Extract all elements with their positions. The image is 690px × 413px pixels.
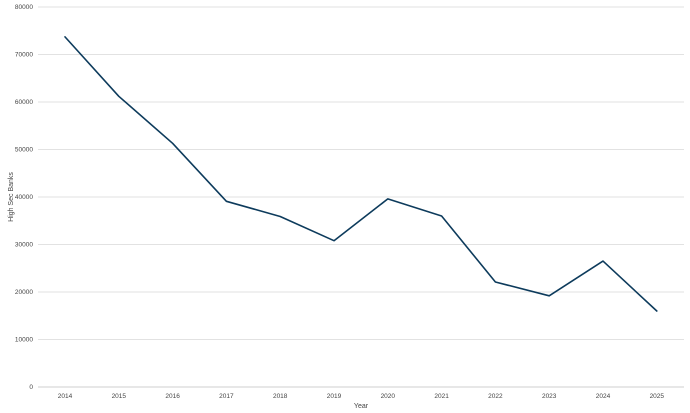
y-tick-label: 10000 bbox=[15, 337, 33, 344]
y-tick-label: 70000 bbox=[15, 52, 33, 59]
x-tick-label: 2022 bbox=[488, 393, 503, 400]
data-point bbox=[601, 259, 605, 263]
x-tick-label: 2021 bbox=[434, 393, 449, 400]
y-tick-label: 0 bbox=[29, 384, 33, 391]
data-point bbox=[547, 294, 551, 298]
x-tick-label: 2017 bbox=[219, 393, 234, 400]
x-tick-label: 2015 bbox=[112, 393, 127, 400]
y-tick-label: 60000 bbox=[15, 99, 33, 106]
x-tick-label: 2024 bbox=[596, 393, 611, 400]
series-line bbox=[64, 36, 658, 312]
data-point bbox=[278, 214, 282, 218]
y-tick-label: 30000 bbox=[15, 242, 33, 249]
series-group bbox=[63, 35, 659, 313]
y-axis-label: High Sec Banks bbox=[8, 172, 15, 222]
data-point bbox=[655, 309, 659, 313]
x-tick-label: 2023 bbox=[542, 393, 557, 400]
data-point bbox=[493, 280, 497, 284]
y-tick-label: 20000 bbox=[15, 289, 33, 296]
y-axis-ticks: 0 10000 20000 30000 40000 50000 60000 70000 8000… bbox=[15, 4, 33, 391]
data-point bbox=[171, 141, 175, 145]
x-axis-ticks: 2014 2015 2016 2017 2018 2019 2020 2021 2022 2023… bbox=[58, 393, 665, 400]
data-point bbox=[386, 197, 390, 201]
x-tick-label: 2019 bbox=[327, 393, 342, 400]
data-point bbox=[224, 199, 228, 203]
x-tick-label: 2020 bbox=[381, 393, 396, 400]
data-point bbox=[440, 214, 444, 218]
y-tick-label: 50000 bbox=[15, 147, 33, 154]
data-point bbox=[63, 35, 67, 39]
gridlines bbox=[38, 6, 684, 388]
x-tick-label: 2018 bbox=[273, 393, 288, 400]
data-point bbox=[332, 239, 336, 243]
x-tick-label: 2016 bbox=[165, 393, 180, 400]
y-tick-label: 80000 bbox=[15, 4, 33, 11]
x-tick-label: 2025 bbox=[650, 393, 665, 400]
x-tick-label: 2014 bbox=[58, 393, 73, 400]
y-tick-label: 40000 bbox=[15, 194, 33, 201]
x-axis-label: Year bbox=[354, 403, 369, 410]
data-point bbox=[117, 94, 121, 98]
